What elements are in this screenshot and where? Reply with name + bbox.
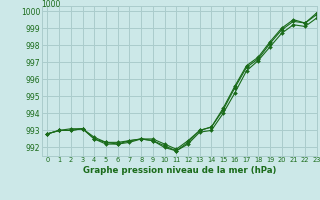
Text: 1000: 1000	[42, 0, 61, 9]
X-axis label: Graphe pression niveau de la mer (hPa): Graphe pression niveau de la mer (hPa)	[83, 166, 276, 175]
